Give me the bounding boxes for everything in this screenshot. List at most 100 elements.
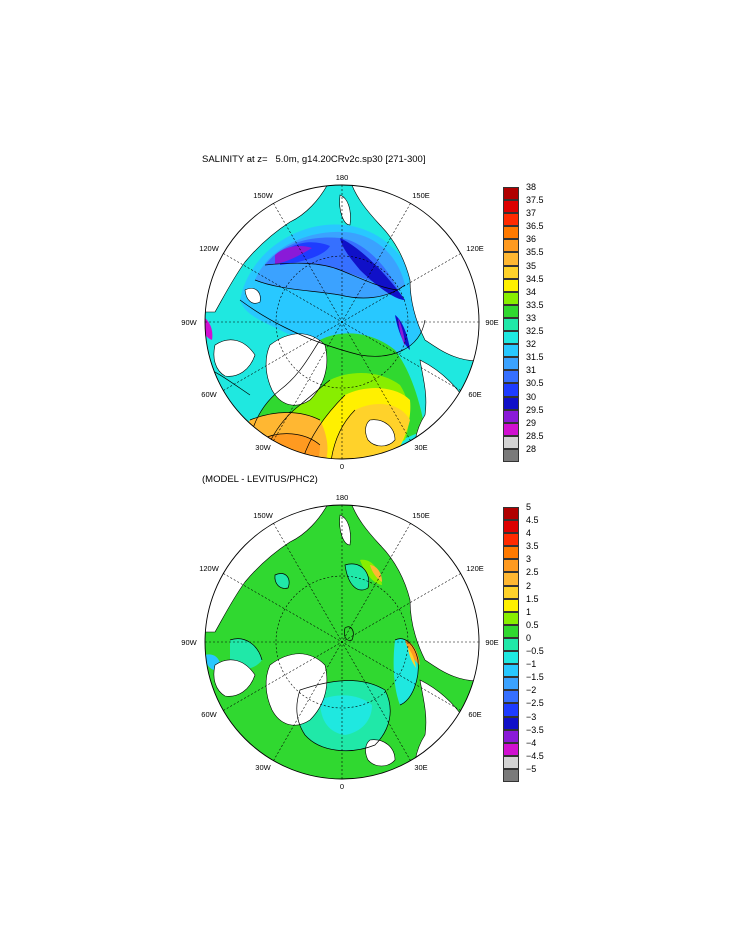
colorbar-swatch: [503, 637, 519, 652]
colorbar-swatch: [503, 435, 519, 449]
colorbar-label: 32: [526, 339, 537, 350]
colorbar-step: 28: [503, 444, 563, 462]
colorbar-label: −2: [526, 685, 537, 696]
lon-label-60w: 60W: [201, 390, 217, 399]
lon-label-30w: 30W: [255, 443, 271, 452]
colorbar-label: 37.5: [526, 195, 544, 206]
colorbar-label: 31: [526, 365, 537, 376]
colorbar-label: 28: [526, 443, 537, 454]
colorbar-step: −0.5: [503, 646, 563, 665]
colorbar-step: 37: [503, 208, 563, 227]
lon-label-180: 180: [336, 493, 349, 502]
colorbar-label: 29: [526, 417, 537, 428]
colorbar-step: 34: [503, 287, 563, 305]
colorbar-swatch: [503, 422, 519, 436]
colorbar-label: 1.5: [526, 593, 539, 604]
colorbar-swatch: [503, 396, 519, 410]
colorbar-step: 35.5: [503, 247, 563, 266]
salinity-colorbar: 38 37.5 37 36.5 36 35.5 35 34.5 34 33.5 33 32.5 32 31…: [503, 182, 563, 462]
lon-label-60w: 60W: [201, 710, 217, 719]
colorbar-step: 32.5: [503, 326, 563, 345]
colorbar-swatch: [503, 344, 519, 358]
colorbar-swatch: [503, 409, 519, 423]
colorbar-label: 3: [526, 554, 532, 565]
colorbar-label: 28.5: [526, 430, 544, 441]
colorbar-label: 4: [526, 528, 532, 539]
colorbar-swatch: [503, 278, 519, 292]
colorbar-label: 38: [526, 182, 537, 192]
colorbar-step: 36.5: [503, 221, 563, 240]
colorbar-swatch: [503, 651, 519, 665]
colorbar-label: −0.5: [526, 646, 544, 657]
colorbar-swatch: [503, 611, 519, 625]
colorbar-step: 31.5: [503, 352, 563, 371]
colorbar-swatch: [503, 664, 519, 678]
colorbar-step: 2: [503, 581, 563, 599]
colorbar-label: 3.5: [526, 541, 539, 552]
colorbar-swatch: [503, 585, 519, 599]
colorbar-label: 5: [526, 502, 532, 512]
colorbar-swatch: [503, 331, 519, 345]
colorbar-label: −5: [526, 763, 537, 774]
colorbar-swatch: [503, 317, 519, 332]
colorbar-step: 38: [503, 182, 563, 201]
colorbar-step: 4.5: [503, 515, 563, 534]
lon-label-150e: 150E: [412, 511, 430, 520]
colorbar-label: 30: [526, 391, 537, 402]
colorbar-label: 1: [526, 606, 532, 617]
colorbar-step: 30: [503, 392, 563, 410]
colorbar-label: 31.5: [526, 352, 544, 363]
colorbar-label: 33.5: [526, 299, 544, 310]
colorbar-swatch: [503, 291, 519, 305]
lon-label-180: 180: [336, 173, 349, 182]
colorbar-step: 33.5: [503, 300, 563, 318]
colorbar-swatch: [503, 304, 519, 318]
colorbar-step: 37.5: [503, 195, 563, 214]
colorbar-label: 37: [526, 208, 537, 219]
colorbar-swatch: [503, 239, 519, 253]
colorbar-swatch: [503, 357, 519, 371]
colorbar-label: −1: [526, 659, 537, 670]
lon-label-30w: 30W: [255, 763, 271, 772]
lon-label-150w: 150W: [253, 511, 274, 520]
colorbar-label: 2.5: [526, 567, 539, 578]
lon-label-30e: 30E: [414, 443, 427, 452]
colorbar-swatch: [503, 559, 519, 573]
colorbar-step: 1.5: [503, 594, 563, 612]
colorbar-step: −2: [503, 685, 563, 704]
colorbar-label: 29.5: [526, 404, 544, 415]
colorbar-step: 29.5: [503, 405, 563, 423]
colorbar-swatch: [503, 755, 519, 769]
colorbar-swatch: [503, 187, 519, 201]
colorbar-swatch: [503, 448, 519, 462]
lon-label-30e: 30E: [414, 763, 427, 772]
colorbar-label: 32.5: [526, 326, 544, 337]
colorbar-step: −3: [503, 712, 563, 730]
colorbar-step: 0.5: [503, 620, 563, 638]
colorbar-step: 32: [503, 339, 563, 358]
colorbar-swatch: [503, 200, 519, 214]
colorbar-step: 2.5: [503, 567, 563, 586]
colorbar-swatch: [503, 546, 519, 560]
colorbar-label: 34: [526, 286, 537, 297]
colorbar-step: 5: [503, 502, 563, 521]
difference-map-title: (MODEL - LEVITUS/PHC2): [202, 474, 318, 485]
colorbar-step: 36: [503, 234, 563, 253]
lon-label-150e: 150E: [412, 191, 430, 200]
lon-label-120e: 120E: [466, 564, 484, 573]
lon-label-90w: 90W: [181, 318, 197, 327]
colorbar-label: −4: [526, 737, 537, 748]
colorbar-swatch: [503, 226, 519, 240]
lon-label-120w: 120W: [199, 244, 220, 253]
lon-label-60e: 60E: [468, 390, 481, 399]
lon-label-60e: 60E: [468, 710, 481, 719]
colorbar-label: 36.5: [526, 221, 544, 232]
colorbar-label: −4.5: [526, 750, 544, 761]
difference-colorbar: 5 4.5 4 3.5 3 2.5 2 1.5 1 0.5 0 −0.5 −1 −1.5 −2 −2.5 −3 −…: [503, 502, 563, 782]
colorbar-swatch: [503, 703, 519, 717]
colorbar-step: 0: [503, 633, 563, 652]
colorbar-swatch: [503, 716, 519, 730]
colorbar-swatch: [503, 520, 519, 534]
colorbar-swatch: [503, 252, 519, 266]
